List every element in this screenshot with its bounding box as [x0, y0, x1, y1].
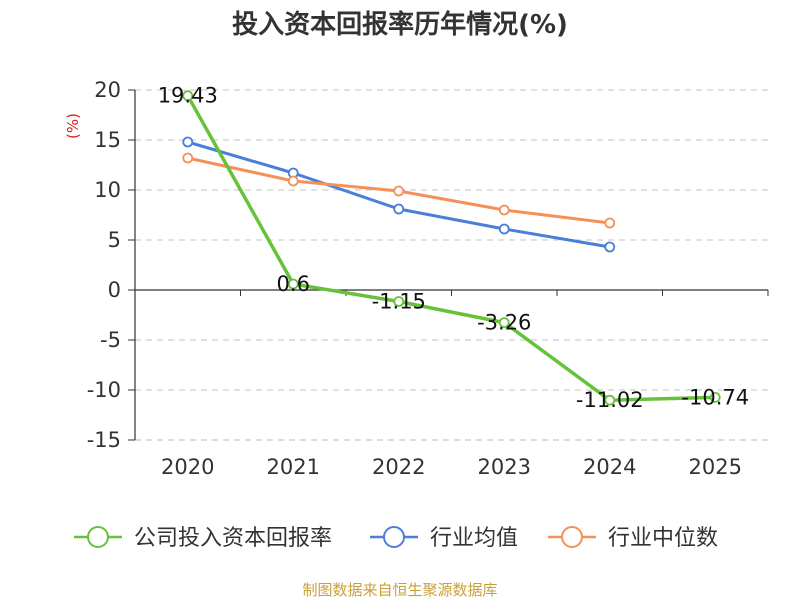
data-point[interactable]: [604, 394, 616, 406]
data-point[interactable]: [393, 203, 405, 215]
legend-marker[interactable]: [561, 526, 583, 548]
legend-label[interactable]: 公司投入资本回报率: [134, 526, 332, 551]
y-tick-label: 5: [108, 228, 121, 252]
data-label: -1.15: [372, 290, 426, 314]
data-point[interactable]: [393, 296, 405, 307]
legend-label[interactable]: 行业均值: [430, 526, 518, 551]
y-tick-label: 10: [94, 178, 121, 202]
data-point[interactable]: [604, 241, 616, 253]
legend[interactable]: 公司投入资本回报率 行业均值 行业中位数: [74, 526, 718, 551]
y-tick-label: -15: [87, 428, 121, 452]
data-point[interactable]: [604, 217, 616, 229]
y-tick-label: -10: [87, 378, 121, 402]
data-point[interactable]: [182, 90, 194, 102]
data-label: 19.43: [158, 84, 218, 108]
x-tick-label: 2023: [478, 455, 531, 479]
legend-marker[interactable]: [87, 526, 109, 548]
data-point[interactable]: [393, 185, 405, 197]
data-point[interactable]: [709, 391, 721, 403]
data-point[interactable]: [287, 278, 299, 290]
legend-label[interactable]: 行业中位数: [608, 526, 718, 551]
grid-lines: [135, 89, 768, 441]
data-point[interactable]: [287, 175, 299, 187]
series-group: 19.43 0.6 -1.15 -3.26 -11.02 -10.74: [158, 84, 749, 413]
data-point[interactable]: [182, 152, 194, 164]
data-point[interactable]: [498, 223, 510, 235]
data-label: -3.26: [477, 311, 531, 335]
data-point[interactable]: [498, 317, 510, 329]
axes: 20 15 10 5 0 -5 -10 -15 2020 2021 2022 2023 2024 2025: [87, 78, 769, 479]
data-label: 0.6: [277, 272, 310, 296]
data-point[interactable]: [182, 136, 194, 148]
y-tick-label: 15: [94, 128, 121, 152]
y-tick-label: -5: [100, 328, 121, 352]
x-tick-label: 2022: [372, 455, 425, 479]
data-label: -10.74: [681, 385, 749, 409]
x-tick-label: 2020: [161, 455, 214, 479]
x-tick-label: 2021: [267, 455, 320, 479]
y-tick-label: 20: [94, 78, 121, 102]
x-tick-label: 2025: [689, 455, 742, 479]
series-line: [186, 94, 716, 402]
y-tick-label: 0: [108, 278, 121, 302]
chart-title: 投入资本回报率历年情况(%): [232, 9, 568, 40]
source-note: 制图数据来自恒生聚源数据库: [302, 581, 497, 599]
data-point[interactable]: [498, 204, 510, 216]
legend-marker[interactable]: [383, 526, 405, 548]
y-axis-label: (%): [64, 113, 82, 139]
x-tick-label: 2024: [583, 455, 636, 479]
data-label: -11.02: [576, 388, 644, 412]
